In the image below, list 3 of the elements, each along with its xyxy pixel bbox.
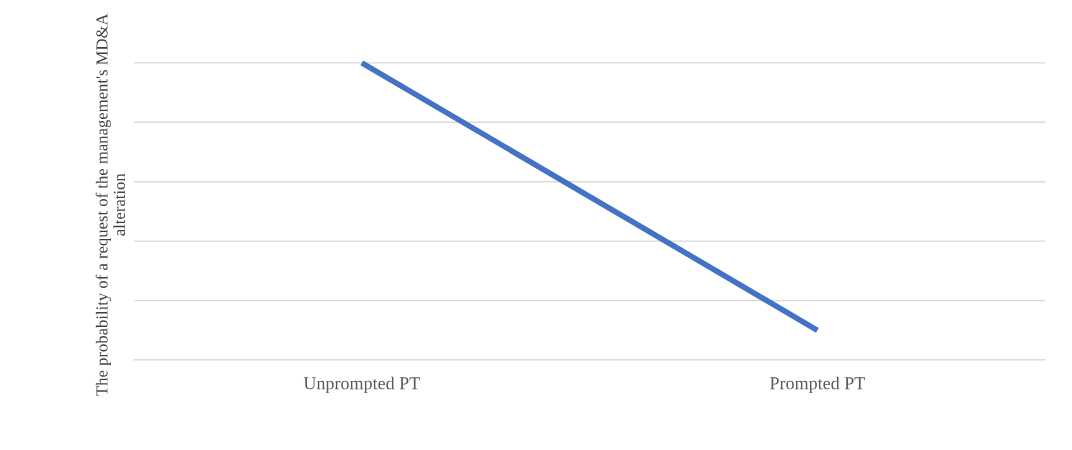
- y-axis-title: The probability of a request of the management's MD&A alteration: [95, 13, 126, 396]
- x-tick-label: Prompted PT: [770, 376, 865, 394]
- x-tick-label: Unprompted PT: [303, 376, 420, 394]
